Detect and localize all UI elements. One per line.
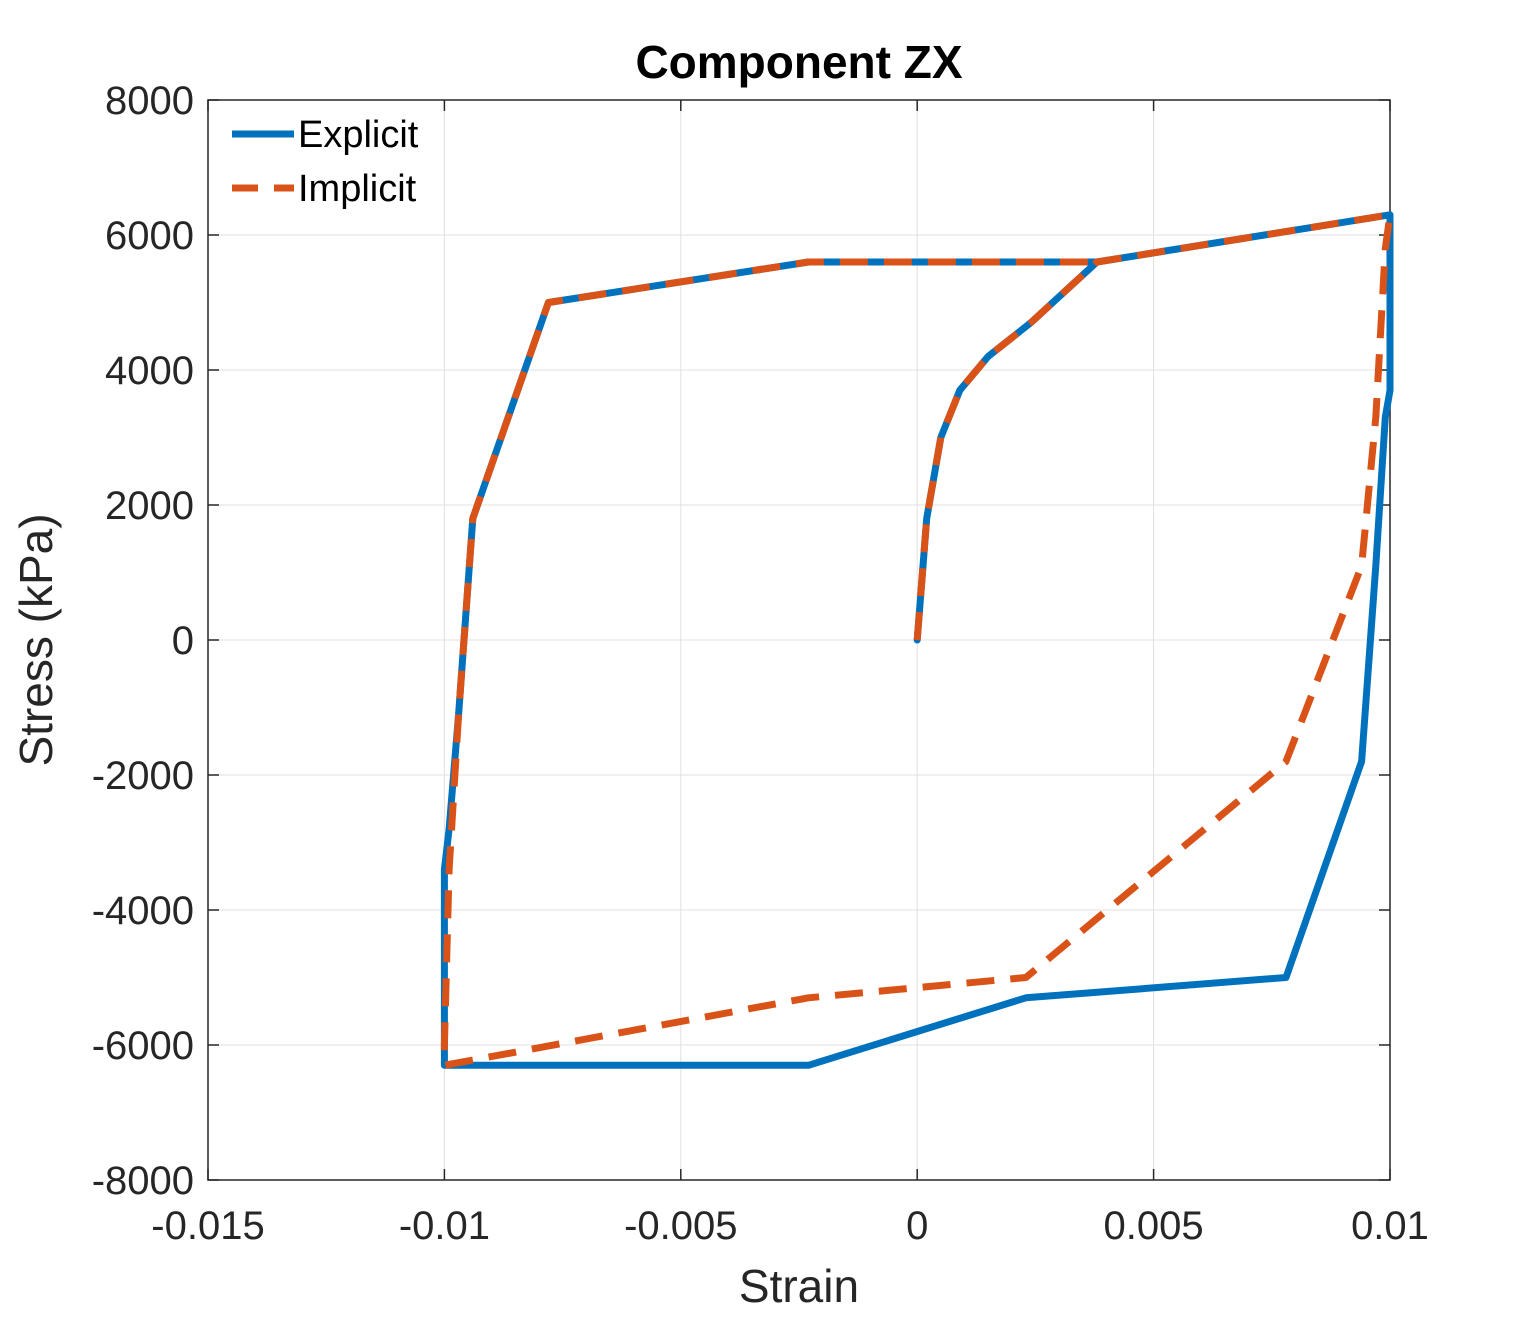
x-tick-label: -0.015 bbox=[151, 1204, 264, 1248]
series-group bbox=[440, 211, 1394, 1069]
x-tick-labels: -0.015 -0.01 -0.005 0 0.005 0.01 bbox=[151, 1204, 1429, 1248]
y-tick-label: 6000 bbox=[105, 214, 194, 258]
x-axis-label: Strain bbox=[739, 1260, 859, 1312]
x-tick-label: -0.005 bbox=[624, 1204, 737, 1248]
y-tick-label: 8000 bbox=[105, 79, 194, 123]
y-tick-label: -4000 bbox=[92, 889, 194, 933]
legend: Explicit Implicit bbox=[232, 114, 419, 210]
x-tick-label: -0.01 bbox=[399, 1204, 490, 1248]
y-tick-label: 0 bbox=[172, 619, 194, 663]
x-tick-label: 0 bbox=[906, 1204, 928, 1248]
y-axis-label: Stress (kPa) bbox=[10, 513, 62, 766]
x-tick-label: 0.01 bbox=[1351, 1204, 1429, 1248]
legend-label-explicit: Explicit bbox=[298, 114, 419, 156]
y-tick-label: -2000 bbox=[92, 754, 194, 798]
x-tick-label: 0.005 bbox=[1104, 1204, 1204, 1248]
chart-title: Component ZX bbox=[635, 36, 962, 88]
y-tick-label: -6000 bbox=[92, 1024, 194, 1068]
series-line-implicit bbox=[440, 211, 1394, 1069]
legend-label-implicit: Implicit bbox=[298, 168, 417, 210]
y-tick-label: 4000 bbox=[105, 349, 194, 393]
y-tick-label: -8000 bbox=[92, 1159, 194, 1203]
axis-ticks bbox=[207, 99, 1391, 1181]
y-tick-label: 2000 bbox=[105, 484, 194, 528]
y-tick-labels: -8000 -6000 -4000 -2000 0 2000 4000 6000 8000 bbox=[92, 79, 194, 1203]
